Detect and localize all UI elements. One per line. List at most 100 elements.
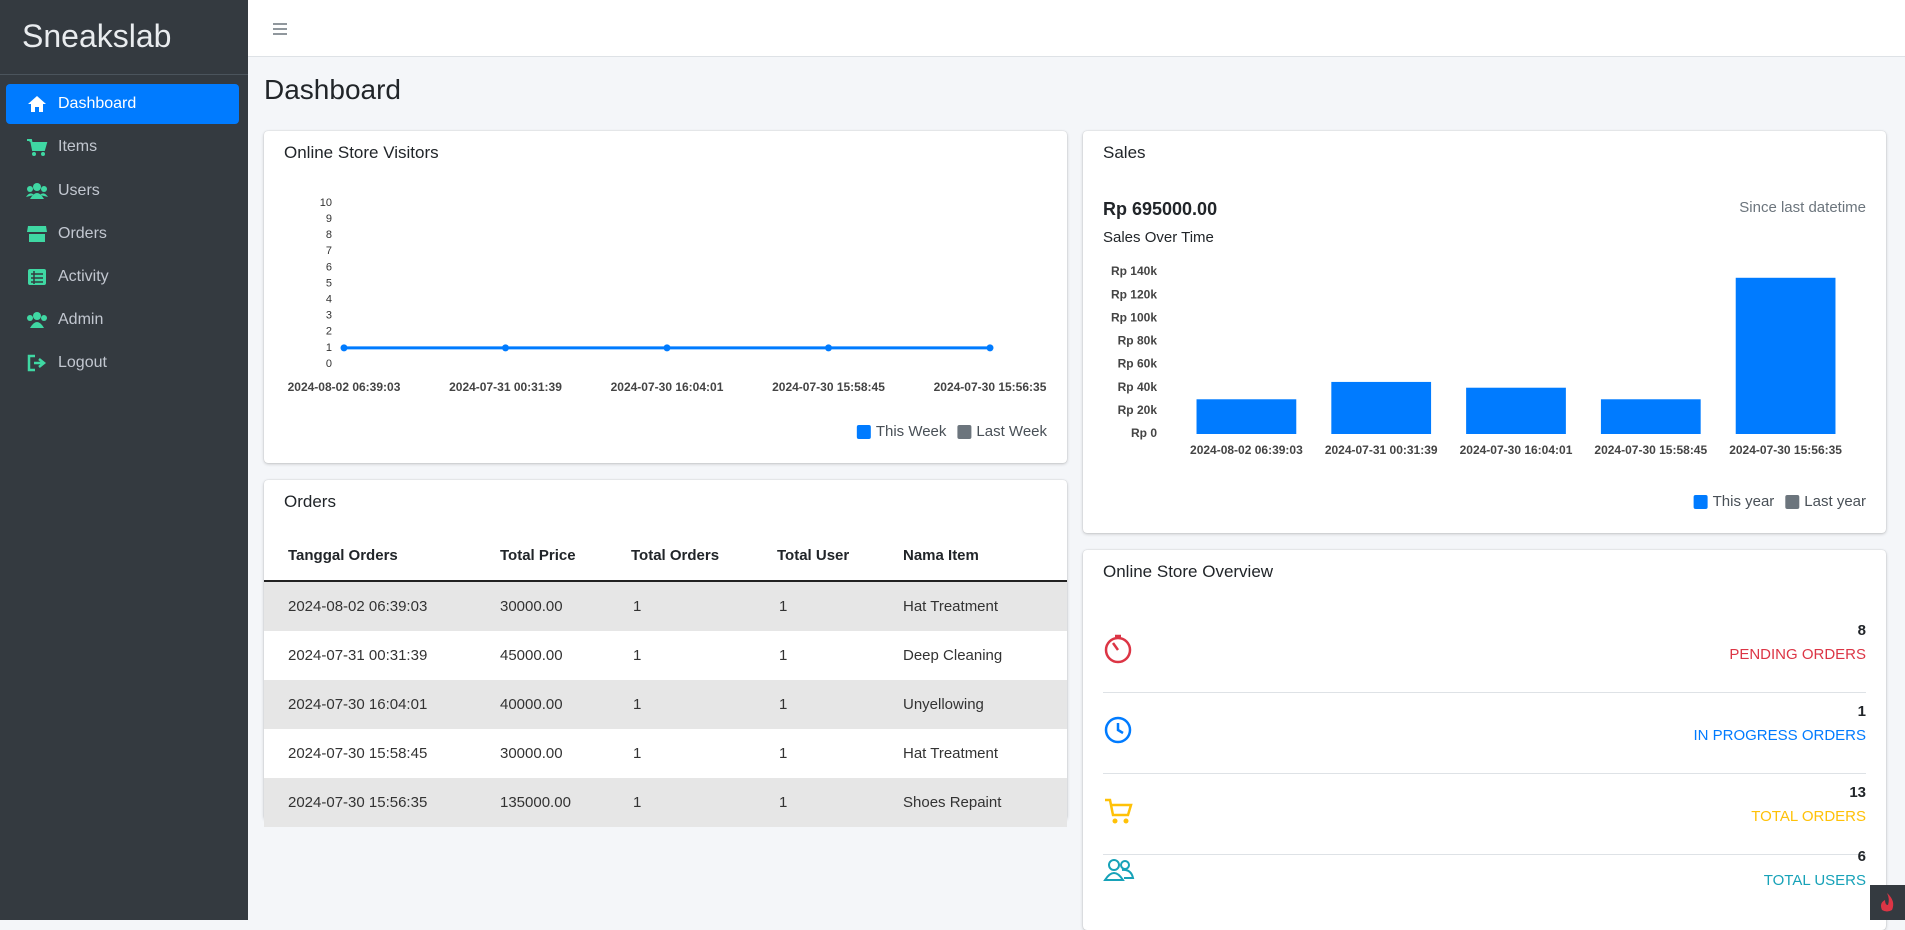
y-tick-label: 1	[326, 342, 332, 354]
table-row: 2024-07-30 15:56:35 135000.00 1 1 Shoes Repa…	[264, 778, 1067, 827]
nav-item[interactable]: Admin	[6, 300, 239, 340]
table-cell: 2024-07-30 15:58:45	[288, 745, 428, 762]
legend-label: This year	[1713, 493, 1775, 510]
y-tick-label: Rp 80k	[1118, 334, 1158, 348]
brand: Sneakslab	[22, 18, 172, 54]
table-cell: 1	[779, 696, 788, 713]
point	[986, 344, 994, 352]
nav-item[interactable]: Items	[6, 127, 239, 167]
icon	[27, 139, 48, 156]
table-cell: 2024-08-02 06:39:03	[288, 598, 428, 615]
table-cell: 2024-07-30 15:56:35	[288, 794, 428, 811]
card-title: Online Store Overview	[1103, 562, 1274, 581]
x-tick-label: 2024-08-02 06:39:03	[288, 380, 401, 394]
icon	[27, 226, 47, 242]
x-tick-label: 2024-07-30 15:56:35	[1729, 443, 1842, 457]
y-tick-label: 4	[326, 294, 332, 306]
bar	[1331, 381, 1432, 434]
table-cell: 30000.00	[500, 745, 563, 762]
column-header: Nama Item	[903, 547, 979, 564]
icon	[1105, 798, 1133, 824]
y-tick-label: 5	[326, 277, 332, 289]
sidebar: Sneakslab Dashboard Items Users Orders A…	[0, 0, 248, 920]
x-tick-label: 2024-07-30 15:58:45	[1594, 443, 1707, 457]
divider	[0, 74, 248, 75]
legend-swatch	[1785, 495, 1800, 509]
point	[825, 344, 832, 352]
bar-chart: Rp 0 Rp 20k Rp 40k Rp 60k Rp 80k Rp 100k Rp 12…	[1103, 199, 1866, 510]
nav-item[interactable]: Logout	[6, 343, 239, 383]
chart-subtitle: Sales Over Time	[1103, 229, 1214, 246]
y-tick-label: Rp 20k	[1118, 403, 1158, 417]
nav-label: Orders	[58, 225, 107, 242]
icon	[1881, 893, 1894, 912]
sales-total: Rp 695000.00	[1103, 199, 1217, 219]
nav-item[interactable]: Dashboard	[6, 84, 239, 124]
nav-label: Logout	[58, 354, 107, 371]
nav-label: Items	[58, 138, 98, 155]
nav-item[interactable]: Activity	[6, 257, 239, 297]
menu-toggle[interactable]	[272, 22, 288, 36]
table-cell: 1	[779, 745, 788, 762]
table-cell: 45000.00	[500, 647, 563, 664]
overview-card: Online Store Overview 8 PENDING ORDERS 1 IN…	[1083, 550, 1886, 930]
overview-label: TOTAL USERS	[1763, 872, 1866, 889]
column-header: Total Price	[500, 547, 576, 564]
table-cell: 1	[633, 696, 642, 713]
x-tick-label: 2024-08-02 06:39:03	[1190, 443, 1303, 457]
table-cell: 1	[633, 598, 642, 615]
table-cell: Hat Treatment	[903, 598, 999, 615]
icon	[27, 312, 47, 328]
y-tick-label: Rp 60k	[1118, 357, 1158, 371]
table-cell: 135000.00	[500, 794, 571, 811]
bar	[1735, 277, 1836, 434]
nav-item[interactable]: Users	[6, 171, 239, 211]
visitors-card: 0 1 2 3 4 5 6 7 8 9 10 2024-08-02 06:39:03 2024-07-3…	[264, 131, 1067, 463]
sales-card: Rp 0 Rp 20k Rp 40k Rp 60k Rp 80k Rp 100k Rp 12…	[1083, 131, 1886, 533]
table-cell: 30000.00	[500, 598, 563, 615]
nav-label: Activity	[58, 268, 109, 285]
card-title: Sales	[1103, 143, 1146, 162]
y-tick-label: Rp 40k	[1118, 380, 1158, 394]
x-tick-label: 2024-07-31 00:31:39	[449, 380, 562, 394]
y-tick-label: 0	[326, 358, 332, 370]
column-header: Total Orders	[631, 547, 720, 564]
overview-value: 13	[1849, 784, 1866, 801]
table-row: 2024-07-30 16:04:01 40000.00 1 1 Unyellowing	[264, 680, 1067, 729]
y-tick-label: 9	[326, 213, 332, 225]
y-tick-label: 2	[326, 326, 332, 338]
x-tick-label: 2024-07-30 16:04:01	[611, 380, 724, 394]
legend-swatch	[957, 425, 972, 439]
y-tick-label: 3	[326, 310, 332, 322]
x-tick-label: 2024-07-31 00:31:39	[1325, 443, 1438, 457]
overview-item: 6 TOTAL USERS	[1103, 838, 1866, 919]
bar	[1196, 399, 1297, 434]
orders-table: Tanggal Orders Total Price Total Orders Tot…	[264, 530, 1067, 827]
icon	[1104, 716, 1132, 744]
icon	[26, 183, 48, 199]
point	[663, 344, 671, 352]
point	[502, 344, 509, 352]
table-cell: 1	[633, 794, 642, 811]
bar	[1466, 387, 1566, 434]
table-row: 2024-07-30 15:58:45 30000.00 1 1 Hat Treatme…	[264, 729, 1067, 778]
table-cell: 1	[633, 745, 642, 762]
overview-label: IN PROGRESS ORDERS	[1693, 727, 1866, 744]
y-tick-label: 7	[326, 245, 332, 257]
corner-widget[interactable]	[1870, 885, 1905, 920]
overview-value: 8	[1857, 622, 1866, 639]
x-tick-label: 2024-07-30 15:56:35	[934, 380, 1047, 394]
table-cell: 1	[779, 598, 788, 615]
icon	[1103, 859, 1135, 881]
y-tick-label: 6	[326, 261, 332, 273]
nav-item[interactable]: Orders	[6, 214, 239, 254]
overview-item: 13 TOTAL ORDERS	[1103, 774, 1866, 855]
table-cell: 2024-07-30 16:04:01	[288, 696, 428, 713]
page-title: Dashboard	[264, 74, 401, 105]
legend-swatch	[856, 425, 871, 439]
overview-label: PENDING ORDERS	[1729, 646, 1866, 663]
y-tick-label: 8	[326, 229, 332, 241]
overview-item: 8 PENDING ORDERS	[1103, 612, 1866, 693]
y-tick-label: 10	[320, 197, 332, 209]
